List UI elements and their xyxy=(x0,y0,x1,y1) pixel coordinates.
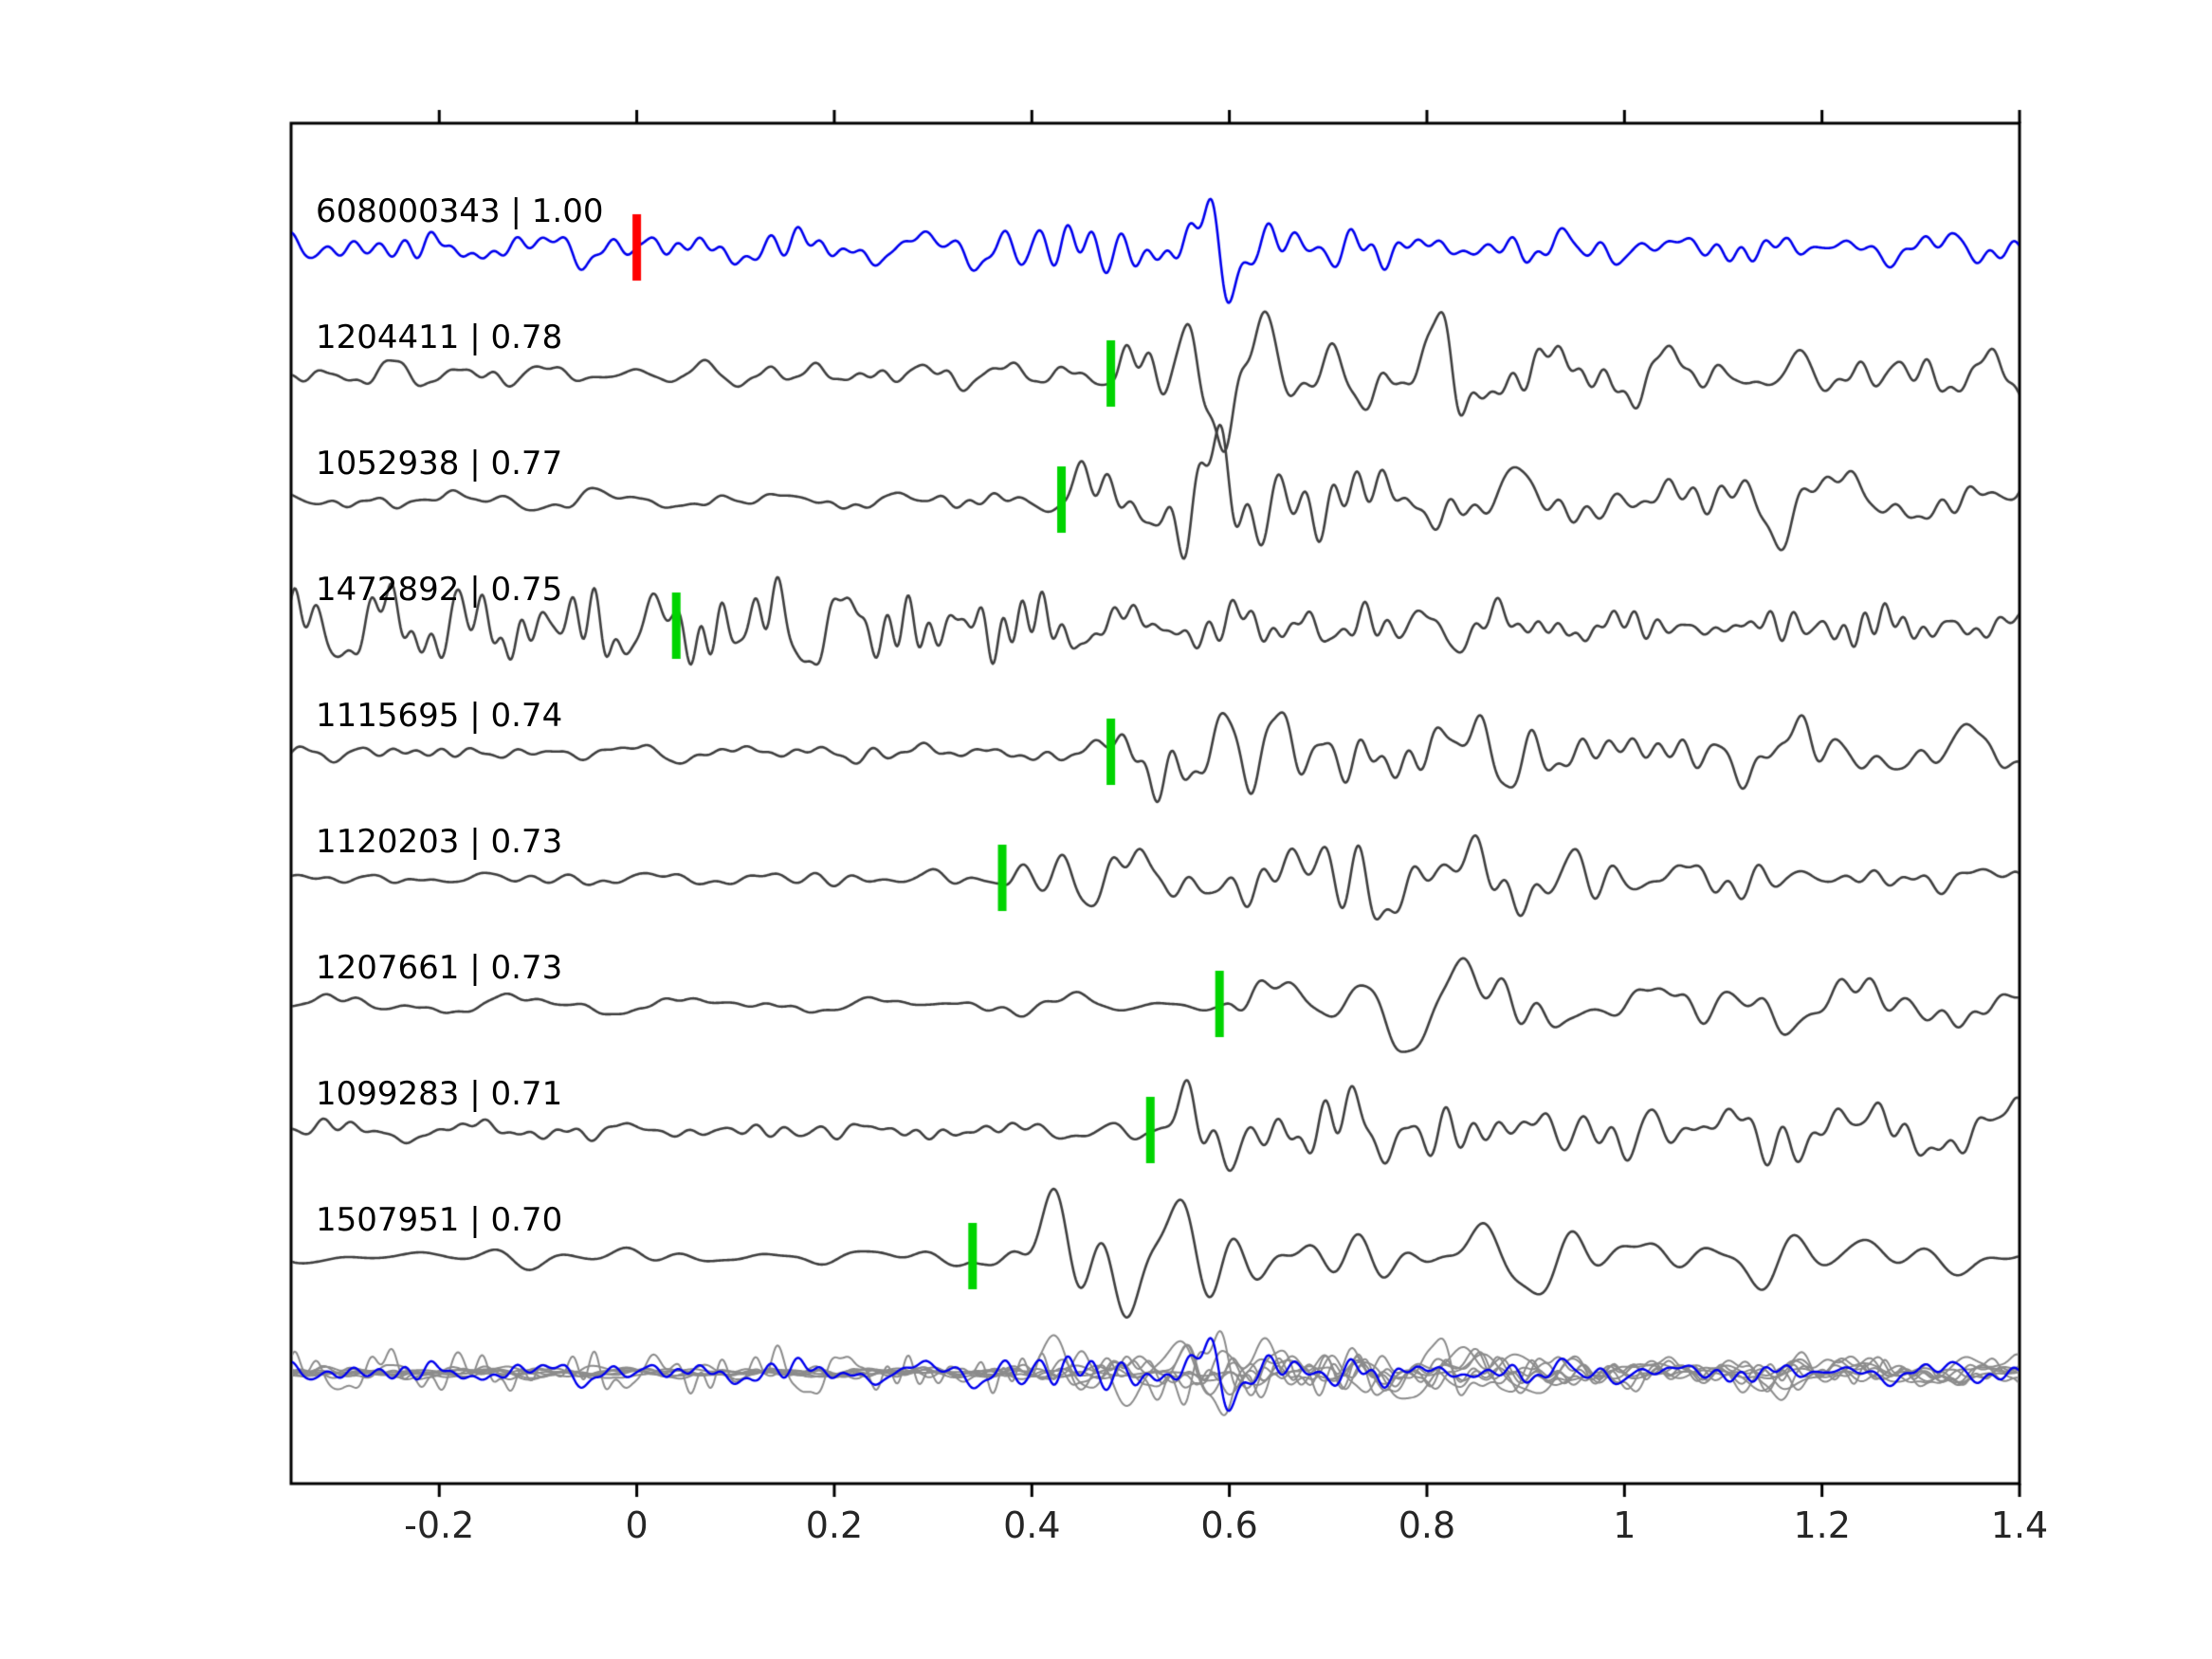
x-tick-label: 1.2 xyxy=(1793,1504,1851,1546)
trace-label-1099283: 1099283 | 0.71 xyxy=(316,1075,563,1113)
trace-label-608000343: 608000343 | 1.00 xyxy=(316,192,604,230)
trace-label-1120203: 1120203 | 0.73 xyxy=(316,823,563,861)
x-tick-label: 1 xyxy=(1613,1504,1636,1546)
x-tick-label: 0.6 xyxy=(1200,1504,1258,1546)
trace-label-1115695: 1115695 | 0.74 xyxy=(316,697,563,735)
trace-label-1204411: 1204411 | 0.78 xyxy=(316,319,563,356)
x-tick-label: 0.4 xyxy=(1003,1504,1061,1546)
trace-label-1507951: 1507951 | 0.70 xyxy=(316,1201,563,1239)
x-tick-label: 1.4 xyxy=(1990,1504,2049,1546)
x-tick-label: 0.2 xyxy=(805,1504,864,1546)
trace-label-1052938: 1052938 | 0.77 xyxy=(316,445,563,483)
x-tick-label: 0 xyxy=(625,1504,649,1546)
trace-label-1472892: 1472892 | 0.75 xyxy=(316,571,563,609)
trace-label-1207661: 1207661 | 0.73 xyxy=(316,949,563,987)
x-tick-label: 0.8 xyxy=(1398,1504,1456,1546)
x-tick-label: -0.2 xyxy=(404,1504,475,1546)
